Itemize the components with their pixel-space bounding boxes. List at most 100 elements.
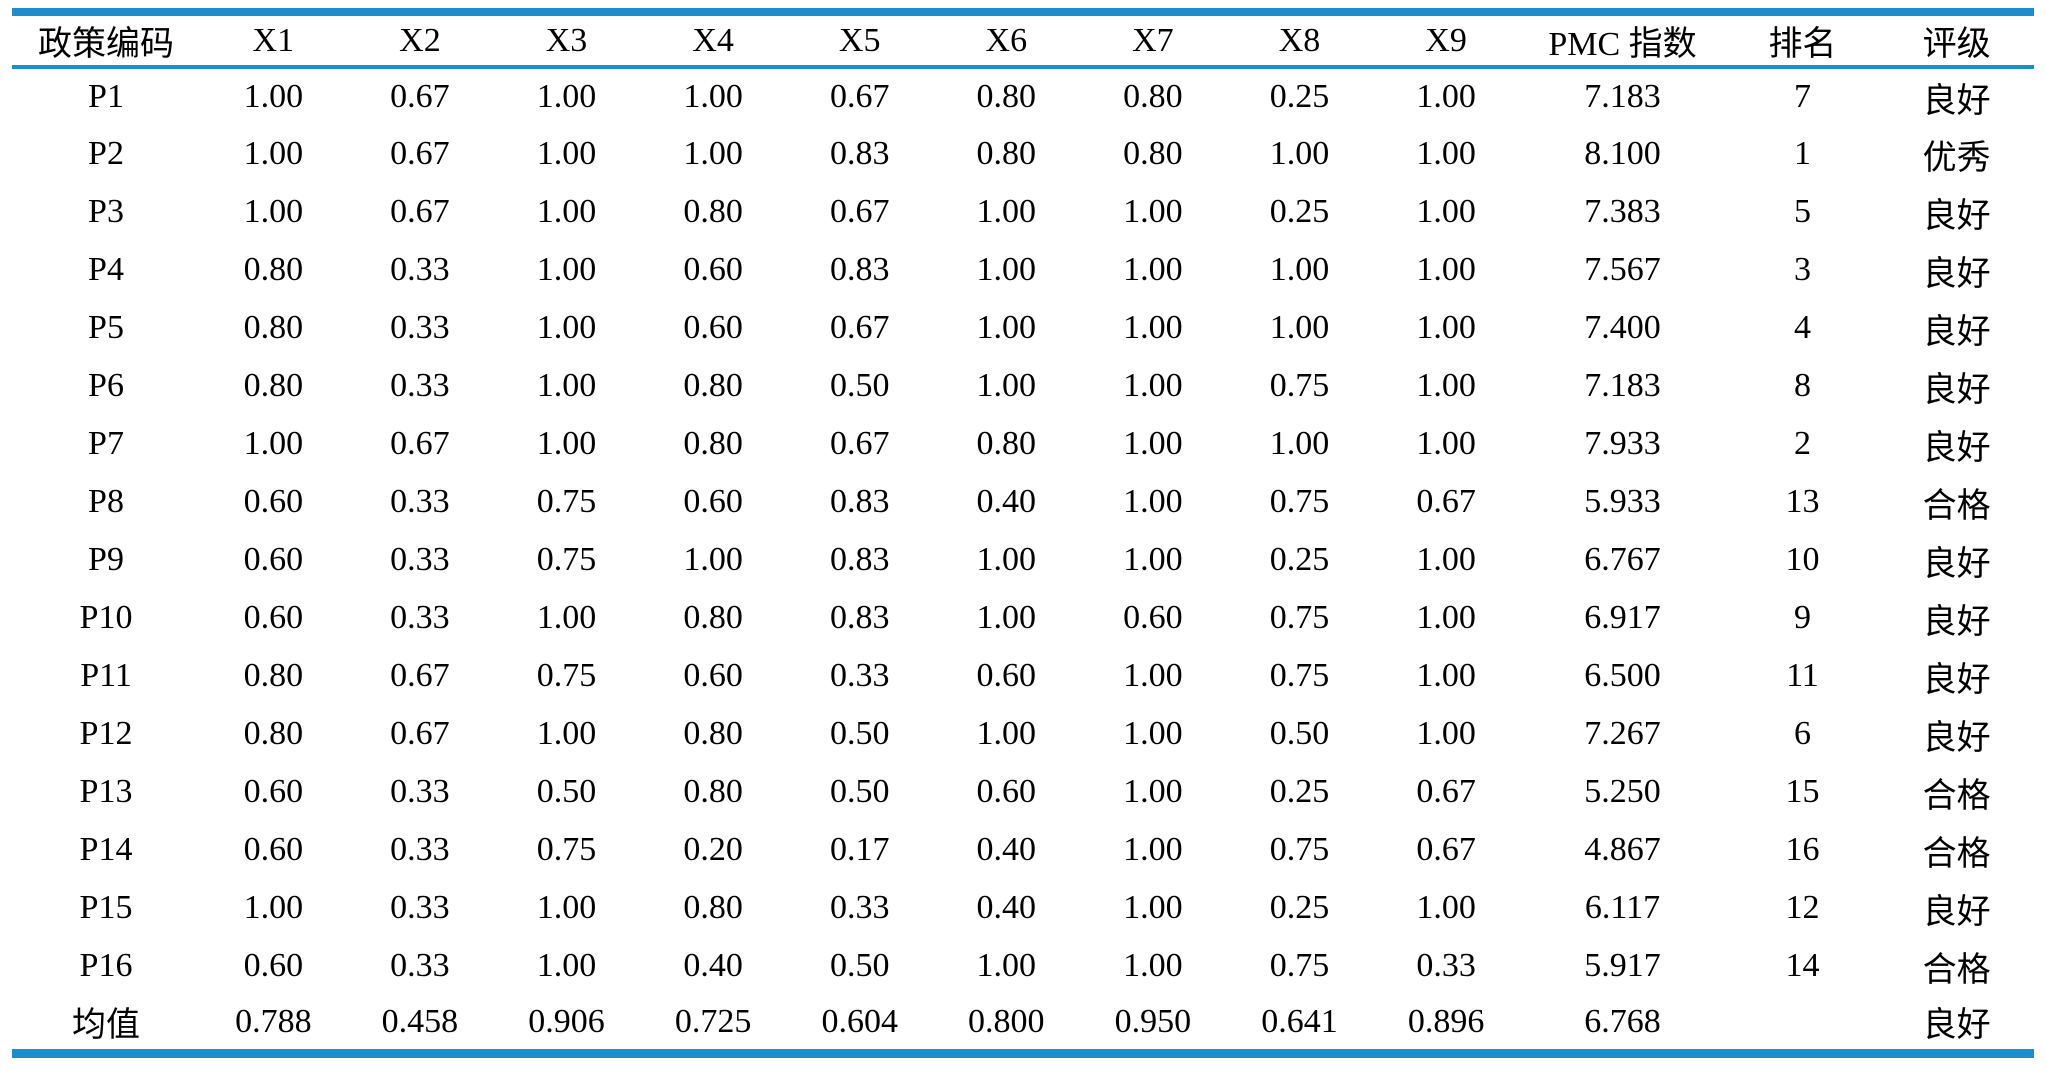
table-cell: 1.00 (536, 599, 597, 636)
table-cell: 0.50 (829, 947, 890, 984)
table-cell: 7.400 (1584, 309, 1661, 346)
table-cell: 1.00 (1416, 541, 1476, 578)
table-cell: 6 (1793, 715, 1811, 752)
table-cell: P4 (88, 251, 124, 288)
table-cell: 0.67 (829, 425, 890, 462)
table-cell: 0.60 (243, 541, 304, 578)
column-header: X5 (786, 12, 933, 69)
table-cell: 1.00 (536, 135, 597, 172)
table-cell: 1.00 (243, 889, 304, 926)
table-cell: 0.25 (1269, 78, 1330, 115)
pmc-index-table: 政策编码 X1 X2 X3 X4 X5 X6 X7 X8 X9 PMC 指数 排名 评级 P1 1.00 0… (12, 8, 2034, 1058)
table-cell: 1.00 (1123, 483, 1183, 520)
table-row: P9 0.60 0.33 0.75 1.00 0.83 1.00 1.00 0.25 1.00 6.… (12, 531, 2034, 589)
table-cell: 1.00 (1416, 78, 1476, 115)
table-cell: 0.60 (683, 251, 743, 288)
table-cell: 合格 (1922, 777, 1991, 815)
table-row: P13 0.60 0.33 0.50 0.80 0.50 0.60 1.00 0.25 0.67 5… (12, 763, 2034, 821)
table-cell: 1.00 (243, 193, 304, 230)
table-cell: 0.80 (1123, 78, 1183, 115)
table-cell: 0.725 (674, 1002, 752, 1040)
table-row: P15 1.00 0.33 1.00 0.80 0.33 0.40 1.00 0.25 1.00 6… (12, 879, 2034, 937)
table-cell: 7.933 (1584, 425, 1661, 462)
table-cell: 良好 (1922, 603, 1991, 641)
table-cell: 1.00 (243, 425, 304, 462)
table-cell: 1.00 (976, 541, 1037, 578)
table-cell: 0.33 (390, 309, 450, 346)
table-cell: 1.00 (1123, 425, 1183, 462)
table-cell: 5 (1793, 193, 1811, 230)
table-cell: 1.00 (536, 251, 597, 288)
table-cell: 7.183 (1584, 78, 1661, 115)
table-cell: 1.00 (1416, 193, 1476, 230)
table-cell: 1.00 (1416, 889, 1476, 926)
table-cell: 0.40 (976, 889, 1037, 926)
table-cell: 0.60 (683, 483, 743, 520)
table-cell: 0.33 (390, 483, 450, 520)
column-header: X8 (1226, 12, 1373, 69)
table-cell: 良好 (1922, 197, 1991, 235)
table-cell: 0.641 (1261, 1002, 1338, 1040)
table-cell: 6.500 (1584, 657, 1661, 694)
table-row: P1 1.00 0.67 1.00 1.00 0.67 0.80 0.80 0.25 1.00 7.… (12, 67, 2034, 125)
table-cell: 1 (1793, 135, 1811, 172)
table-cell: 0.83 (829, 135, 890, 172)
table-cell: 良好 (1922, 545, 1991, 583)
table-cell: 1.00 (536, 947, 597, 984)
table-cell: 0.33 (829, 657, 890, 694)
table-cell: 1.00 (1123, 889, 1183, 926)
table-row: P5 0.80 0.33 1.00 0.60 0.67 1.00 1.00 1.00 1.00 7.… (12, 299, 2034, 357)
table-cell: 0.80 (243, 309, 304, 346)
column-header: X1 (200, 12, 347, 69)
table-cell: 0.67 (390, 657, 450, 694)
table-cell: 9 (1793, 599, 1811, 636)
table-cell: 0.33 (390, 773, 450, 810)
table-cell: 1.00 (976, 715, 1037, 752)
table-cell: 1.00 (1123, 947, 1183, 984)
table-cell: 3 (1793, 251, 1811, 288)
table-cell: 16 (1785, 831, 1820, 868)
table-cell: 0.75 (536, 483, 597, 520)
table-cell: 0.60 (243, 773, 304, 810)
table-cell: 良好 (1922, 1007, 1991, 1045)
table-cell: 0.80 (976, 135, 1037, 172)
table-cell: 0.40 (976, 483, 1037, 520)
table-cell: 0.80 (683, 773, 743, 810)
table-cell: 6.917 (1584, 599, 1661, 636)
table-cell: 0.80 (683, 889, 743, 926)
table-cell: 0.67 (829, 193, 890, 230)
table-cell: 1.00 (1416, 425, 1476, 462)
column-header: X4 (639, 12, 787, 69)
table-cell: 0.67 (1416, 831, 1476, 868)
table-cell: 1.00 (1123, 715, 1183, 752)
table-cell: 13 (1785, 483, 1820, 520)
table-cell (1726, 995, 1880, 1053)
table-cell: 0.67 (390, 715, 450, 752)
table-cell: 11 (1786, 657, 1819, 694)
table-cell: 1.00 (536, 367, 597, 404)
table-cell: 0.25 (1269, 193, 1330, 230)
table-cell: 1.00 (1416, 251, 1476, 288)
table-row: P16 0.60 0.33 1.00 0.40 0.50 1.00 1.00 0.75 0.33 5… (12, 937, 2034, 995)
table-cell: 1.00 (1269, 309, 1330, 346)
table-row: P12 0.80 0.67 1.00 0.80 0.50 1.00 1.00 0.50 1.00 7… (12, 705, 2034, 763)
table-cell: P3 (88, 193, 124, 230)
table-cell: 0.25 (1269, 889, 1330, 926)
table-cell: 0.80 (683, 193, 743, 230)
table-cell: 1.00 (976, 947, 1037, 984)
table-cell: 1.00 (536, 193, 597, 230)
table-cell: 0.80 (243, 367, 304, 404)
table-row: P8 0.60 0.33 0.75 0.60 0.83 0.40 1.00 0.75 0.67 5.… (12, 473, 2034, 531)
table-cell: 0.40 (683, 947, 743, 984)
table-cell: P14 (79, 831, 133, 868)
table-cell: 1.00 (536, 309, 597, 346)
table-cell: 0.80 (976, 78, 1037, 115)
table-cell: 0.67 (390, 193, 450, 230)
table-row: P14 0.60 0.33 0.75 0.20 0.17 0.40 1.00 0.75 0.67 4… (12, 821, 2034, 879)
table-cell: 1.00 (1269, 425, 1330, 462)
table-cell: 0.75 (1269, 947, 1330, 984)
table-cell: 0.50 (829, 715, 890, 752)
table-row: P10 0.60 0.33 1.00 0.80 0.83 1.00 0.60 0.75 1.00 6… (12, 589, 2034, 647)
table-cell: 良好 (1922, 313, 1991, 351)
table-cell: 7.267 (1584, 715, 1661, 752)
